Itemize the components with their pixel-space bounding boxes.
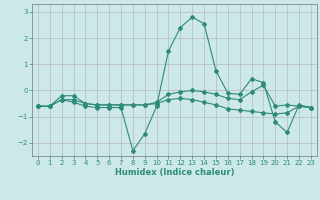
X-axis label: Humidex (Indice chaleur): Humidex (Indice chaleur) xyxy=(115,168,234,177)
